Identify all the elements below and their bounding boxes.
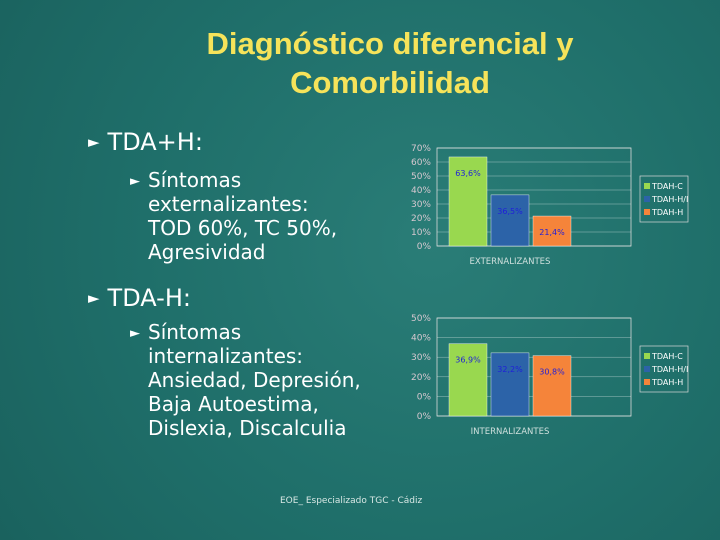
data-label: 36,5% [497, 207, 523, 216]
y-tick-label: 0% [417, 392, 432, 402]
sub-bullet-line: Baja Autoestima, [148, 392, 319, 416]
bar-tdah-h [532, 355, 572, 417]
legend-box [639, 345, 689, 393]
sub-bullet-line: Síntomas [148, 320, 242, 344]
sub-bullet-internalizantes: ► Síntomas internalizantes: Ansiedad, De… [130, 320, 361, 440]
data-label: 30,8% [539, 368, 565, 377]
legend-swatch [644, 183, 650, 189]
legend-entry: TDAH-C [651, 182, 683, 191]
sub-bullet-line: Agresividad [148, 240, 266, 264]
y-tick-label: 50% [411, 172, 431, 182]
y-tick-label: 40% [411, 186, 431, 196]
data-label: 32,2% [497, 365, 523, 374]
sub-bullet-line: externalizantes: [148, 192, 309, 216]
chart-externalizantes: 0% 10% 20% 30% 40% 50% 60% 70% 63,6% 36,5% 21,4% EX… [411, 144, 688, 267]
legend-swatch [644, 196, 650, 202]
legend-entry: TDAH-H [651, 378, 683, 387]
y-tick-label: 30% [411, 353, 431, 363]
slide-title: Diagnóstico diferencial y Comorbilidad [120, 24, 660, 102]
chart-internalizantes: 0% 0% 20% 30% 40% 50% 36,9% 32,2% 30,8% INTERNALI… [411, 314, 688, 437]
legend-swatch [644, 366, 650, 372]
bullet-tdah-minus: ► TDA-H: [88, 284, 191, 312]
legend-entry: TDAH-C [651, 352, 683, 361]
bar-tdah-c [448, 343, 488, 417]
triangle-bullet-icon: ► [130, 174, 140, 189]
data-label: 21,4% [539, 228, 565, 237]
title-line-2: Comorbilidad [290, 65, 490, 100]
legend-swatch [644, 209, 650, 215]
triangle-bullet-icon: ► [130, 326, 140, 341]
bar-tdah-h-i [490, 194, 530, 247]
legend-entry: TDAH-H [651, 208, 683, 217]
triangle-bullet-icon: ► [88, 133, 100, 151]
bar-tdah-h-i [490, 352, 530, 417]
y-tick-label: 0% [417, 242, 432, 252]
legend-entry: TDAH-H/I [651, 365, 688, 374]
sub-bullet-line: Dislexia, Discalculia [148, 416, 347, 440]
y-tick-label: 20% [411, 214, 431, 224]
sub-bullet-line: TOD 60%, TC 50%, [148, 216, 338, 240]
bar-tdah-c [448, 156, 488, 247]
y-tick-label: 0% [417, 412, 432, 422]
bullet-label: TDA-H: [107, 284, 191, 312]
legend-entry: TDAH-H/I [651, 195, 688, 204]
legend-box [639, 175, 689, 223]
data-label: 36,9% [455, 356, 481, 365]
y-tick-label: 60% [411, 158, 431, 168]
sub-bullet-line: internalizantes: [148, 344, 304, 368]
sub-bullet-line: Ansiedad, Depresión, [148, 368, 361, 392]
y-tick-label: 10% [411, 228, 431, 238]
y-tick-label: 50% [411, 314, 431, 324]
y-tick-label: 70% [411, 144, 431, 154]
footer-text: EOE_ Especializado TGC - Cádiz [280, 496, 423, 506]
sub-bullet-externalizantes: ► Síntomas externalizantes: TOD 60%, TC … [130, 168, 338, 264]
x-axis-label: INTERNALIZANTES [471, 427, 550, 437]
bullet-label: TDA+H: [107, 128, 203, 156]
bar-tdah-h [532, 215, 572, 247]
y-tick-label: 30% [411, 200, 431, 210]
triangle-bullet-icon: ► [88, 289, 100, 307]
legend-swatch [644, 379, 650, 385]
sub-bullet-line: Síntomas [148, 168, 242, 192]
y-tick-label: 20% [411, 373, 431, 383]
data-label: 63,6% [455, 169, 481, 178]
x-axis-label: EXTERNALIZANTES [470, 257, 551, 267]
bullet-tdah-plus: ► TDA+H: [88, 128, 203, 156]
legend-swatch [644, 353, 650, 359]
title-line-1: Diagnóstico diferencial y [206, 26, 574, 61]
y-tick-label: 40% [411, 334, 431, 344]
